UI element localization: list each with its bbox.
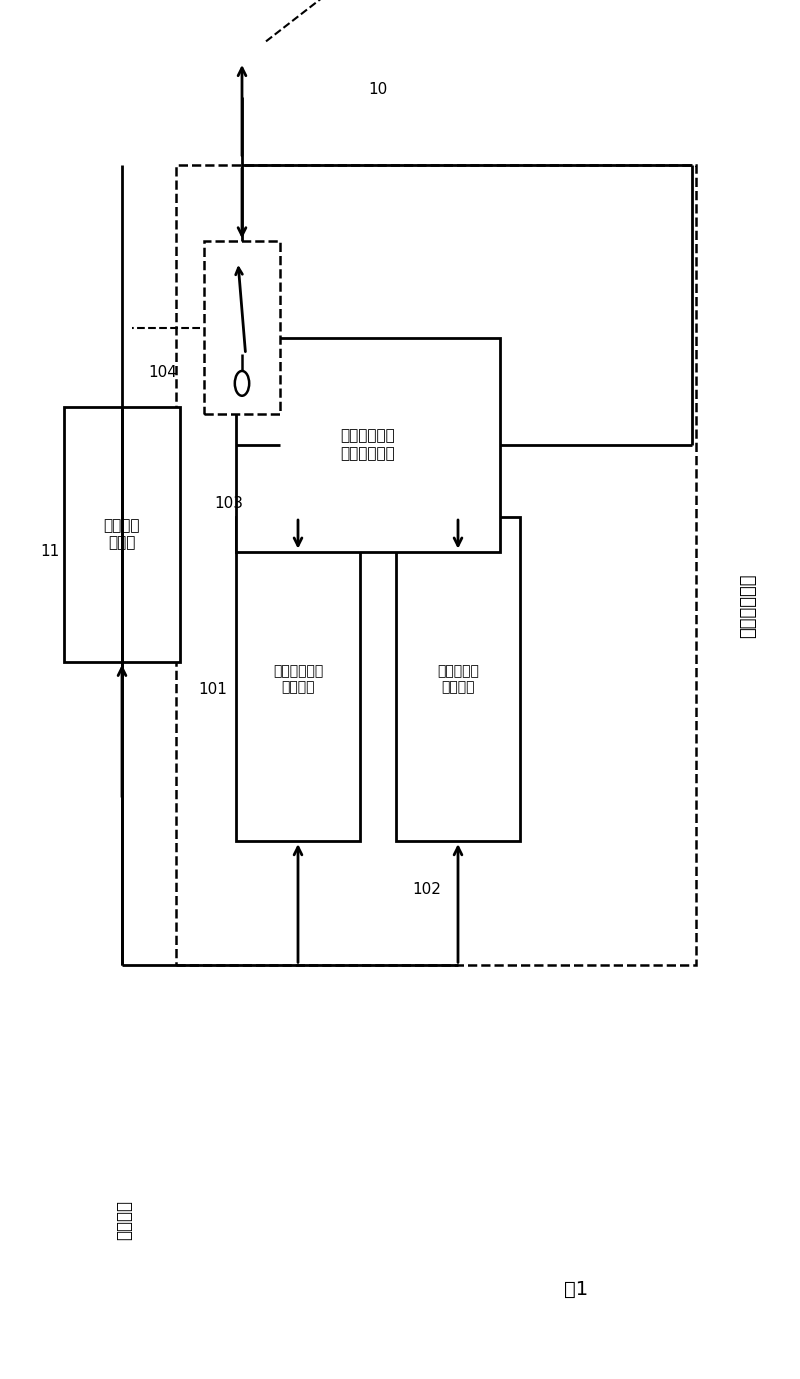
Text: 峰值检测电路
封包侦测逻辑: 峰值检测电路 封包侦测逻辑 bbox=[341, 429, 395, 461]
Text: 延迟相关函数
计算电路: 延迟相关函数 计算电路 bbox=[273, 665, 323, 694]
Bar bbox=[396, 517, 520, 841]
Bar bbox=[176, 165, 696, 965]
Text: 10: 10 bbox=[368, 83, 387, 97]
Text: 输入信号: 输入信号 bbox=[115, 1200, 133, 1241]
Text: 11: 11 bbox=[40, 545, 59, 558]
Text: 直流偏移
消除器: 直流偏移 消除器 bbox=[104, 519, 140, 550]
Text: 封包检测电路: 封包检测电路 bbox=[739, 574, 757, 637]
Text: 103: 103 bbox=[214, 496, 243, 510]
Text: 101: 101 bbox=[198, 683, 227, 696]
Text: 自相关函数
计算电路: 自相关函数 计算电路 bbox=[437, 665, 479, 694]
Text: 图1: 图1 bbox=[564, 1280, 588, 1299]
Text: 104: 104 bbox=[148, 365, 177, 379]
Text: 102: 102 bbox=[412, 883, 441, 896]
Bar bbox=[236, 338, 500, 552]
Bar bbox=[204, 241, 280, 414]
Bar bbox=[236, 517, 360, 841]
Bar bbox=[64, 407, 180, 662]
